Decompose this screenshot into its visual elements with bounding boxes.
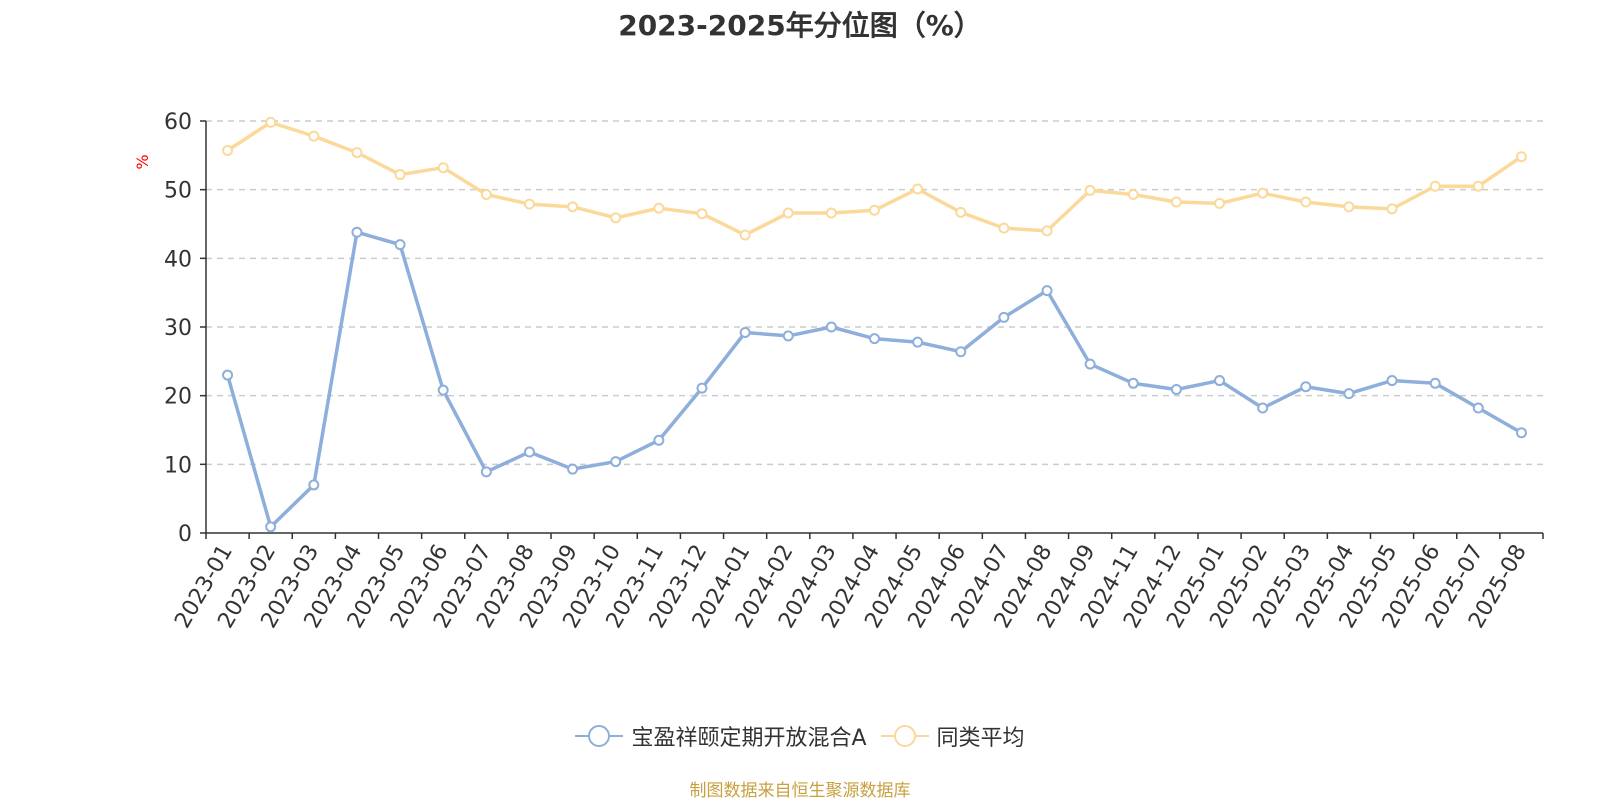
data-point-series-0: [1041, 285, 1053, 297]
data-point-series-1: [1257, 187, 1269, 199]
data-point-series-0: [610, 456, 622, 468]
data-point-series-1: [653, 202, 665, 214]
data-point-series-0: [1343, 388, 1355, 400]
y-tick-label: 30: [164, 316, 192, 341]
data-point-series-1: [696, 208, 708, 220]
data-point-series-0: [222, 369, 234, 381]
y-tick-label: 0: [178, 522, 192, 547]
data-point-series-1: [739, 229, 751, 241]
data-point-series-0: [1170, 383, 1182, 395]
data-point-series-0: [265, 521, 277, 533]
data-point-series-1: [1429, 180, 1441, 192]
data-point-series-0: [523, 446, 535, 458]
data-point-series-0: [1429, 377, 1441, 389]
data-point-series-0: [1300, 381, 1312, 393]
data-point-series-1: [1472, 180, 1484, 192]
data-point-series-1: [869, 204, 880, 216]
data-point-series-1: [222, 145, 234, 157]
data-point-series-0: [567, 463, 579, 475]
data-point-series-1: [1127, 188, 1139, 200]
data-point-series-0: [1515, 427, 1527, 439]
data-point-series-1: [955, 206, 967, 218]
data-point-series-0: [1084, 358, 1096, 370]
data-point-series-1: [265, 116, 277, 128]
data-point-series-0: [998, 311, 1010, 323]
data-point-series-1: [394, 169, 406, 181]
data-point-series-0: [739, 326, 751, 338]
data-point-series-1: [1170, 196, 1182, 208]
data-point-series-1: [1084, 184, 1096, 196]
data-point-series-0: [351, 226, 363, 238]
chart-title: 2023-2025年分位图（%）: [618, 9, 982, 42]
data-point-series-1: [1386, 203, 1398, 215]
data-point-series-0: [1257, 402, 1269, 414]
data-point-series-1: [480, 188, 492, 200]
data-point-series-0: [912, 336, 924, 348]
data-point-series-1: [782, 207, 794, 219]
data-point-series-0: [1386, 375, 1398, 387]
y-tick-label: 60: [164, 110, 192, 135]
data-point-series-1: [437, 162, 449, 174]
data-point-series-1: [610, 212, 622, 224]
data-point-series-0: [653, 434, 665, 446]
y-tick-label: 10: [164, 453, 192, 478]
line-chart: 0102030405060%2023-012023-022023-032023-…: [133, 110, 1544, 633]
y-axis-label: %: [133, 154, 152, 169]
data-point-series-1: [1214, 197, 1226, 209]
legend: 宝盈祥颐定期开放混合A 同类平均: [0, 720, 1600, 752]
data-point-series-1: [351, 147, 363, 159]
y-tick-label: 20: [164, 385, 192, 410]
data-point-series-0: [696, 382, 708, 394]
legend-marker-average: [880, 725, 929, 747]
data-point-series-1: [1343, 201, 1355, 213]
data-point-series-1: [998, 222, 1010, 234]
data-point-series-1: [523, 198, 535, 210]
y-tick-label: 50: [164, 179, 192, 204]
y-tick-label: 40: [164, 247, 192, 272]
data-point-series-1: [1300, 196, 1312, 208]
legend-item-average[interactable]: 同类平均: [880, 720, 1025, 752]
data-point-series-0: [825, 321, 837, 333]
data-point-series-0: [869, 333, 880, 345]
data-point-series-0: [1472, 402, 1484, 414]
source-note: 制图数据来自恒生聚源数据库: [689, 781, 911, 801]
legend-label-average: 同类平均: [936, 726, 1025, 751]
data-point-series-1: [1515, 151, 1527, 163]
data-point-series-0: [955, 346, 967, 358]
data-point-series-1: [1041, 225, 1053, 237]
data-point-series-0: [480, 466, 492, 478]
series-line-0: [225, 230, 1523, 529]
data-point-series-1: [825, 207, 837, 219]
data-point-series-0: [394, 239, 406, 251]
legend-label-fund: 宝盈祥颐定期开放混合A: [631, 726, 867, 751]
data-point-series-0: [308, 479, 320, 491]
data-point-series-1: [308, 130, 320, 142]
legend-item-fund[interactable]: 宝盈祥颐定期开放混合A: [575, 720, 867, 752]
data-point-series-0: [1127, 377, 1139, 389]
series-line-1: [226, 120, 1523, 237]
legend-marker-fund: [575, 725, 624, 747]
data-point-series-0: [1214, 375, 1226, 387]
data-point-series-1: [912, 183, 924, 195]
data-point-series-0: [782, 330, 794, 342]
data-point-series-1: [567, 201, 579, 213]
data-point-series-0: [437, 384, 449, 396]
